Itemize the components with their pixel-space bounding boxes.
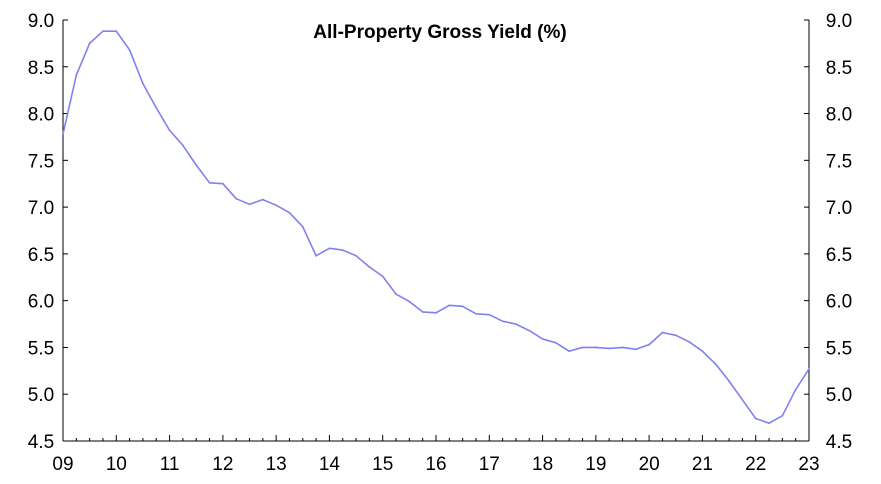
x-tick-label: 18 xyxy=(532,454,553,475)
data-point xyxy=(781,414,784,417)
right-y-tick-label: 4.5 xyxy=(826,432,852,453)
x-tick-label: 21 xyxy=(692,454,713,475)
data-point xyxy=(728,380,730,383)
data-point xyxy=(341,249,344,252)
data-point xyxy=(488,313,491,316)
right-y-tick-label: 8.0 xyxy=(826,105,852,126)
x-tick-label: 11 xyxy=(160,454,180,475)
data-point xyxy=(115,30,118,33)
left-y-tick-label: 7.5 xyxy=(28,151,54,172)
data-point xyxy=(75,74,78,77)
data-point xyxy=(754,417,757,420)
left-y-tick-label: 8.0 xyxy=(28,105,54,126)
left-y-tick-label: 4.5 xyxy=(28,432,54,453)
data-point xyxy=(674,334,677,337)
data-point xyxy=(435,311,437,314)
data-point xyxy=(195,164,198,166)
data-point xyxy=(355,254,357,257)
series-layer xyxy=(62,30,810,425)
right-y-tick-label: 7.5 xyxy=(826,151,852,172)
data-point xyxy=(288,211,291,214)
data-point xyxy=(381,275,384,278)
data-point xyxy=(648,343,651,346)
right-y-tick-label: 9.0 xyxy=(826,11,852,32)
left-y-tick-label: 8.5 xyxy=(28,58,54,79)
data-point xyxy=(608,347,611,350)
data-point xyxy=(261,198,264,201)
data-point xyxy=(275,204,278,207)
left-y-tick-label: 5.0 xyxy=(28,385,54,406)
data-point xyxy=(714,363,717,366)
data-point xyxy=(142,82,144,85)
data-point xyxy=(461,305,464,308)
data-point xyxy=(128,49,131,51)
data-point xyxy=(408,300,411,303)
right-y-tick-label: 6.0 xyxy=(826,292,852,313)
x-tick-label: 10 xyxy=(106,454,127,475)
data-point xyxy=(168,129,171,132)
data-point xyxy=(181,144,184,147)
left-y-tick-label: 6.0 xyxy=(28,292,54,313)
data-point xyxy=(594,346,597,349)
data-point xyxy=(328,247,331,250)
x-tick-label: 16 xyxy=(425,454,446,475)
x-tick-label: 22 xyxy=(745,454,766,475)
data-point xyxy=(368,266,371,268)
data-point xyxy=(421,310,424,313)
data-point xyxy=(621,346,624,349)
data-point xyxy=(794,388,797,391)
data-point xyxy=(701,350,704,353)
data-point xyxy=(688,340,691,343)
x-tick-label: 23 xyxy=(798,454,819,475)
data-point xyxy=(221,182,224,185)
data-point xyxy=(741,398,744,401)
x-tick-label: 12 xyxy=(212,454,233,475)
data-point xyxy=(102,30,104,33)
data-point xyxy=(768,422,770,425)
data-point xyxy=(448,304,451,307)
data-point xyxy=(661,331,664,334)
x-tick-label: 15 xyxy=(372,454,393,475)
data-point xyxy=(501,320,504,323)
x-tick-label: 14 xyxy=(319,454,341,475)
left-y-tick-label: 7.0 xyxy=(28,198,54,219)
left-y-tick-label: 6.5 xyxy=(28,245,54,266)
left-y-tick-label: 5.5 xyxy=(28,338,54,359)
right-y-tick-label: 6.5 xyxy=(826,245,852,266)
data-point xyxy=(528,329,531,332)
data-point xyxy=(581,346,584,349)
data-point xyxy=(62,133,64,136)
data-point xyxy=(315,254,318,257)
series-line-0 xyxy=(62,30,810,425)
x-tick-label: 19 xyxy=(585,454,606,475)
data-point xyxy=(475,312,477,315)
data-point xyxy=(248,203,251,206)
data-point xyxy=(515,323,517,325)
data-point xyxy=(88,42,91,45)
chart-title: All-Property Gross Yield (%) xyxy=(313,22,566,43)
data-point xyxy=(568,350,571,353)
x-tick-label: 20 xyxy=(639,454,660,475)
data-point xyxy=(301,225,304,228)
data-point xyxy=(634,348,637,351)
data-point xyxy=(554,341,557,344)
right-y-tick-label: 8.5 xyxy=(826,58,852,79)
right-y-tick-label: 5.0 xyxy=(826,385,852,406)
data-point xyxy=(541,338,544,340)
x-tick-label: 13 xyxy=(266,454,287,475)
x-tick-label: 17 xyxy=(479,454,500,475)
right-y-tick-label: 5.5 xyxy=(826,338,852,359)
right-y-tick-label: 7.0 xyxy=(826,198,852,219)
data-point xyxy=(235,197,238,200)
axes: 4.5 4.5 5.0 5.0 5.5 5.5 6.0 6.0 6.5 6.5 7.0 7.0 7.5 7… xyxy=(28,11,852,475)
data-point xyxy=(395,293,397,296)
data-point xyxy=(155,107,158,109)
x-tick-label: 09 xyxy=(52,454,73,475)
left-y-tick-label: 9.0 xyxy=(28,11,54,32)
data-point xyxy=(808,368,810,370)
data-point xyxy=(208,181,211,184)
